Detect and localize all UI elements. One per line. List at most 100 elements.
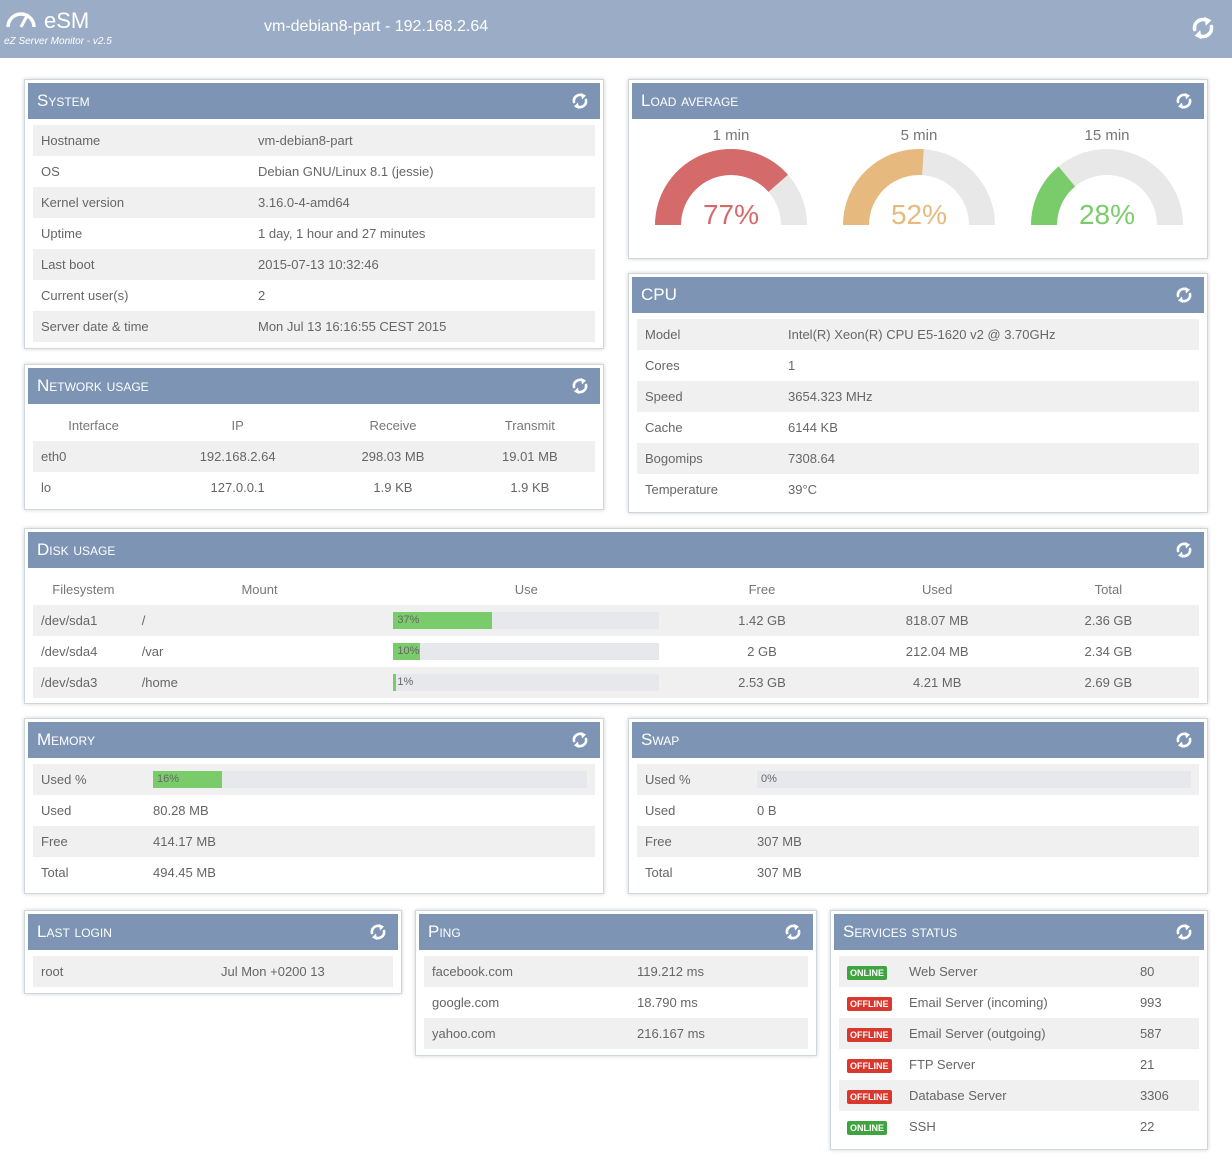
gauge-arc <box>1031 148 1183 225</box>
cpu-refresh-icon[interactable] <box>1174 285 1194 305</box>
memory-refresh-icon[interactable] <box>570 730 590 750</box>
load-average-refresh-icon[interactable] <box>1174 91 1194 111</box>
system-value: 2 <box>258 288 266 303</box>
network-cell: 1.9 KB <box>373 480 413 495</box>
ping-title: Ping <box>428 922 461 941</box>
memory-value: 414.17 MB <box>145 826 595 857</box>
service-port: 3306 <box>1131 1080 1199 1111</box>
system-label: OS <box>41 164 60 179</box>
service-status-badge: OFFLINE <box>847 1058 892 1073</box>
swap-row: Total 307 MB <box>637 857 1199 888</box>
load-gauge-5-min: 5 min 52% <box>839 127 999 230</box>
system-header: System <box>28 83 600 119</box>
cpu-row: Model Intel(R) Xeon(R) CPU E5-1620 v2 @ 3… <box>637 319 1199 350</box>
network-refresh-icon[interactable] <box>570 376 590 396</box>
load-gauge-15-min: 15 min 28% <box>1027 127 1187 230</box>
gauge-label: 5 min <box>900 127 938 144</box>
services-refresh-icon[interactable] <box>1174 922 1194 942</box>
disk-usage-bar: 10% <box>393 643 660 660</box>
memory-label: Free <box>33 826 145 857</box>
swap-header: Swap <box>632 722 1204 758</box>
memory-title: Memory <box>37 730 95 749</box>
ping-host: google.com <box>432 995 500 1010</box>
disk-usage-bar: 37% <box>393 612 660 629</box>
service-port: 587 <box>1131 1018 1199 1049</box>
cpu-value: 39°C <box>788 482 818 497</box>
load-average-title: Load average <box>641 91 739 110</box>
last-login-user: root <box>33 956 213 987</box>
service-name: Email Server (outgoing) <box>901 1018 1132 1049</box>
system-row: Hostname vm-debian8-part <box>33 125 595 156</box>
service-name: FTP Server <box>909 1057 976 1072</box>
memory-used-percent-cell: 16% <box>145 764 595 795</box>
system-label: Server date & time <box>33 311 250 342</box>
swap-refresh-icon[interactable] <box>1174 730 1194 750</box>
disk-used: 818.07 MB <box>856 605 1018 636</box>
swap-row: Free 307 MB <box>637 826 1199 857</box>
ping-time: 119.212 ms <box>629 956 808 987</box>
system-label: Uptime <box>41 226 83 241</box>
swap-panel: Swap Used % 0% Used 0 B Free 307 MB Total 307 M… <box>628 718 1208 894</box>
ping-host: yahoo.com <box>424 1018 629 1049</box>
cpu-value: 3654.323 MHz <box>780 381 1199 412</box>
disk-usage-bar: 1% <box>393 674 660 691</box>
disk-use-cell: 10% <box>385 636 667 667</box>
disk-column-header: Filesystem <box>52 582 115 597</box>
app-subtitle: eZ Server Monitor - v2.5 <box>4 36 112 47</box>
service-status-badge: ONLINE <box>847 1120 888 1135</box>
system-row: Server date & time Mon Jul 13 16:16:55 CE… <box>33 311 595 342</box>
gauge-value: 52% <box>890 199 948 230</box>
disk-table: Filesystem Mount Use Free Used Total/dev/sda1… <box>33 574 1199 698</box>
service-row: ONLINE SSH 22 <box>839 1111 1199 1142</box>
service-row: OFFLINE FTP Server 21 <box>839 1049 1199 1080</box>
swap-label: Free <box>637 826 749 857</box>
last-login-refresh-icon[interactable] <box>368 922 388 942</box>
disk-usage-panel: Disk usage Filesystem Mount Use Free Used Tot… <box>24 528 1208 704</box>
service-row: ONLINE Web Server 80 <box>839 956 1199 987</box>
cpu-label: Bogomips <box>637 443 780 474</box>
service-status-cell: ONLINE <box>839 1111 901 1142</box>
services-status-header: Services status <box>834 914 1204 950</box>
swap-used-percent-label: Used % <box>637 764 749 795</box>
disk-filesystem: /dev/sda4 <box>41 644 98 659</box>
memory-row: Total 494.45 MB <box>33 857 595 888</box>
network-cell: 127.0.0.1 <box>210 480 265 495</box>
load-gauge-1-min: 1 min 77% <box>651 127 811 230</box>
cpu-row: Speed 3654.323 MHz <box>637 381 1199 412</box>
network-column-header: Interface <box>68 418 119 433</box>
ping-refresh-icon[interactable] <box>783 922 803 942</box>
disk-usage-header: Disk usage <box>28 532 1204 568</box>
network-usage-header: Network usage <box>28 368 600 404</box>
service-port: 993 <box>1139 995 1162 1010</box>
network-column-header: Transmit <box>504 418 555 433</box>
cpu-row: Cores 1 <box>637 350 1199 381</box>
disk-usage-percent: 1% <box>397 676 414 688</box>
system-label: Kernel version <box>33 187 250 218</box>
disk-usage-title: Disk usage <box>37 540 116 559</box>
swap-usage-bar: 0% <box>757 771 1191 788</box>
system-refresh-icon[interactable] <box>570 91 590 111</box>
system-row: OS Debian GNU/Linux 8.1 (jessie) <box>33 156 595 187</box>
disk-usage-percent: 10% <box>397 645 420 657</box>
last-login-title: Last login <box>37 922 112 941</box>
last-login-table: root Jul Mon +0200 13 <box>33 956 393 987</box>
gauge-value-arc <box>655 149 789 225</box>
refresh-all-icon[interactable] <box>1188 14 1218 42</box>
gauge-value-arc <box>1031 166 1076 225</box>
disk-used: 4.21 MB <box>856 667 1018 698</box>
disk-row: /dev/sda3/home 1% 2.53 GB 4.21 MB 2.69 GB <box>33 667 1199 698</box>
service-status-badge: OFFLINE <box>847 1089 892 1104</box>
swap-row: Used 0 B <box>637 795 1199 826</box>
service-row: OFFLINE Database Server 3306 <box>839 1080 1199 1111</box>
services-table: ONLINE Web Server 80 OFFLINE Email Server (i… <box>839 956 1199 1142</box>
disk-free: 2 GB <box>747 644 777 659</box>
memory-row: Free 414.17 MB <box>33 826 595 857</box>
disk-filesystem: /dev/sda1 <box>33 605 134 636</box>
swap-usage-percent: 0% <box>761 773 777 785</box>
service-status-cell: ONLINE <box>839 956 901 987</box>
system-value: 3.16.0-4-amd64 <box>250 187 595 218</box>
network-column-header: Receive <box>369 418 417 433</box>
memory-usage-bar-fill <box>153 771 223 788</box>
disk-refresh-icon[interactable] <box>1174 540 1194 560</box>
system-label: Hostname <box>33 125 250 156</box>
